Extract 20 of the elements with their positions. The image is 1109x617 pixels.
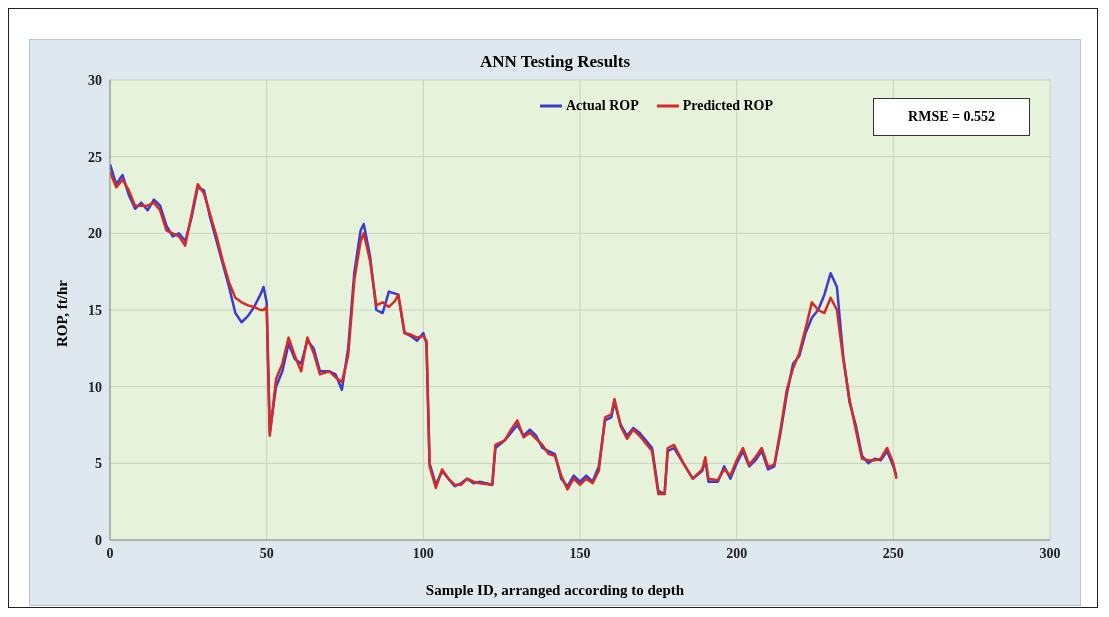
x-tick-label: 50 [259, 545, 274, 561]
y-tick-label: 30 [88, 72, 102, 88]
legend-label: Actual ROP [565, 98, 639, 114]
x-axis-title: Sample ID, arranged according to depth [424, 582, 686, 599]
x-tick-label: 150 [569, 545, 591, 561]
x-tick-label: 100 [412, 545, 434, 561]
y-tick-label: 10 [88, 379, 102, 395]
legend-label: Predicted ROP [681, 98, 774, 114]
note-box: RMSE = 0.552 [873, 98, 1030, 136]
y-tick-label: 0 [95, 532, 102, 548]
y-axis-title: ROP, ft/hr [53, 279, 71, 349]
y-tick-label: 5 [95, 456, 102, 472]
y-tick-label: 20 [88, 226, 102, 242]
x-tick-label: 0 [106, 545, 114, 561]
chart-title: ANN Testing Results [478, 52, 632, 72]
y-tick-label: 15 [88, 302, 102, 318]
x-tick-label: 250 [882, 545, 904, 561]
x-tick-label: 200 [726, 545, 748, 561]
y-tick-label: 25 [88, 149, 102, 165]
x-tick-label: 300 [1039, 545, 1061, 561]
